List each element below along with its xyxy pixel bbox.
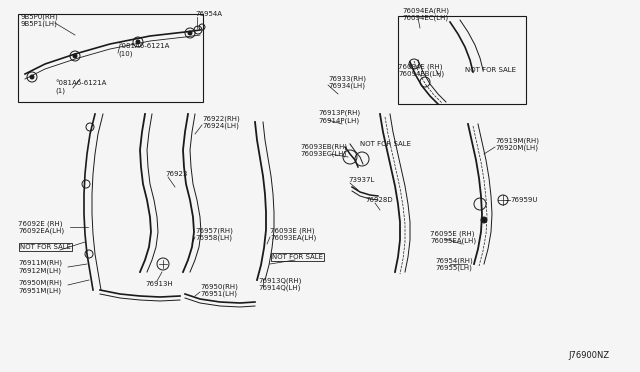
Text: 76911M(RH)
76912M(LH): 76911M(RH) 76912M(LH) bbox=[18, 260, 62, 274]
Text: 76913Q(RH)
76914Q(LH): 76913Q(RH) 76914Q(LH) bbox=[258, 277, 301, 291]
Text: 9B5P0(RH)
9B5P1(LH): 9B5P0(RH) 9B5P1(LH) bbox=[20, 13, 58, 27]
Text: NOT FOR SALE: NOT FOR SALE bbox=[272, 254, 323, 260]
Text: °081A6-6121A
(10): °081A6-6121A (10) bbox=[118, 43, 170, 57]
Text: 73937L: 73937L bbox=[348, 177, 374, 183]
Text: °081A6-6121A
(1): °081A6-6121A (1) bbox=[55, 80, 106, 94]
Text: NOT FOR SALE: NOT FOR SALE bbox=[360, 141, 411, 147]
Text: 76933(RH)
76934(LH): 76933(RH) 76934(LH) bbox=[328, 75, 366, 89]
Circle shape bbox=[31, 76, 33, 78]
Text: 76093E (RH)
76093EA(LH): 76093E (RH) 76093EA(LH) bbox=[270, 227, 316, 241]
Text: 76923: 76923 bbox=[165, 171, 188, 177]
Circle shape bbox=[189, 32, 191, 34]
Text: 76959U: 76959U bbox=[510, 197, 538, 203]
Text: 76950M(RH)
76951M(LH): 76950M(RH) 76951M(LH) bbox=[18, 280, 62, 294]
Circle shape bbox=[73, 54, 77, 58]
Text: 76093EB(RH)
76093EC(LH): 76093EB(RH) 76093EC(LH) bbox=[300, 143, 347, 157]
Text: 76954(RH)
76955(LH): 76954(RH) 76955(LH) bbox=[435, 257, 473, 271]
Circle shape bbox=[188, 31, 192, 35]
Text: 76913H: 76913H bbox=[145, 281, 173, 287]
Text: J76900NZ: J76900NZ bbox=[569, 351, 610, 360]
Circle shape bbox=[137, 41, 139, 43]
Bar bbox=[398, 16, 526, 104]
Circle shape bbox=[74, 55, 76, 57]
Text: 76095E (RH)
76095EA(LH): 76095E (RH) 76095EA(LH) bbox=[430, 230, 476, 244]
Text: NOT FOR SALE: NOT FOR SALE bbox=[20, 244, 71, 250]
Text: 76957(RH)
76958(LH): 76957(RH) 76958(LH) bbox=[195, 227, 233, 241]
Text: NOT FOR SALE: NOT FOR SALE bbox=[465, 67, 516, 73]
Text: 76928D: 76928D bbox=[365, 197, 392, 203]
Text: 76950(RH)
76951(LH): 76950(RH) 76951(LH) bbox=[200, 283, 238, 297]
Text: 76954A: 76954A bbox=[195, 11, 222, 17]
Bar bbox=[18, 14, 203, 102]
Circle shape bbox=[483, 219, 485, 221]
Text: 76094EA(RH)
76094EC(LH): 76094EA(RH) 76094EC(LH) bbox=[402, 7, 449, 21]
Text: 76919M(RH)
76920M(LH): 76919M(RH) 76920M(LH) bbox=[495, 137, 539, 151]
Circle shape bbox=[136, 40, 140, 44]
Text: 76922(RH)
76924(LH): 76922(RH) 76924(LH) bbox=[202, 115, 240, 129]
Text: 76913P(RH)
76914P(LH): 76913P(RH) 76914P(LH) bbox=[318, 110, 360, 124]
Text: 76094E (RH)
76094EB(LH): 76094E (RH) 76094EB(LH) bbox=[398, 63, 444, 77]
Circle shape bbox=[481, 217, 487, 223]
Circle shape bbox=[30, 75, 34, 79]
Text: 76092E (RH)
76092EA(LH): 76092E (RH) 76092EA(LH) bbox=[18, 220, 64, 234]
